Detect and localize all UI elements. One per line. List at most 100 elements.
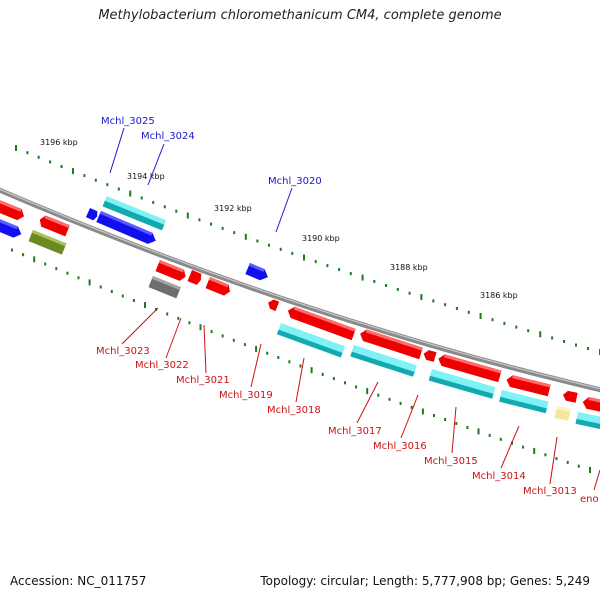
gene-label[interactable]: Mchl_3023: [96, 346, 150, 357]
gene-label[interactable]: Mchl_3021: [176, 375, 230, 386]
genome-backbone: [0, 187, 600, 393]
minor-tick: [314, 260, 317, 264]
minor-tick: [444, 418, 447, 421]
minor-tick: [587, 347, 589, 350]
minor-tick: [491, 318, 494, 322]
major-tick: [33, 256, 36, 263]
minor-tick: [575, 343, 577, 347]
gene-feature[interactable]: [505, 374, 551, 397]
minor-tick: [188, 321, 191, 325]
gene-feature[interactable]: [102, 196, 167, 231]
genes-reverse-strand: [148, 260, 600, 430]
gene-label[interactable]: Mchl_3022: [135, 360, 189, 371]
gene-feature[interactable]: [437, 353, 502, 383]
gene-feature[interactable]: [350, 345, 417, 377]
gene-feature[interactable]: [286, 305, 356, 341]
gene-feature[interactable]: [85, 208, 99, 221]
genes-forward-strand: [0, 196, 270, 283]
minor-tick: [233, 231, 236, 235]
minor-tick: [466, 426, 469, 429]
minor-tick: [256, 239, 259, 243]
gene-label[interactable]: eno: [580, 494, 599, 505]
gene-feature[interactable]: [428, 369, 496, 399]
major-tick: [420, 294, 423, 301]
minor-tick: [563, 340, 566, 343]
gene-feature[interactable]: [575, 412, 600, 430]
minor-tick: [299, 364, 302, 368]
gene-feature[interactable]: [266, 298, 280, 312]
minor-tick: [551, 336, 554, 340]
gene-feature[interactable]: [0, 216, 24, 240]
gene-feature[interactable]: [0, 197, 26, 222]
minor-tick: [544, 453, 547, 457]
gene-feature[interactable]: [155, 260, 188, 282]
scale-labels: 3196 kbp 3194 kbp 3192 kbp 3190 kbp 3188…: [40, 138, 518, 300]
gene-feature[interactable]: [582, 396, 600, 414]
gene-label[interactable]: Mchl_3018: [267, 405, 321, 416]
minor-tick: [106, 183, 109, 187]
gene-feature[interactable]: [499, 390, 549, 414]
minor-tick: [221, 334, 224, 338]
scale-ticks-inner: [11, 248, 591, 473]
gene-feature[interactable]: [276, 323, 345, 358]
gene-label[interactable]: Mchl_3014: [472, 471, 526, 482]
minor-tick: [163, 205, 166, 209]
minor-tick: [291, 251, 294, 255]
gene-label[interactable]: Mchl_3013: [523, 486, 577, 497]
minor-tick: [175, 209, 178, 213]
leader-line: [500, 425, 520, 469]
minor-tick: [338, 268, 341, 272]
minor-tick: [455, 307, 458, 310]
major-tick: [421, 408, 424, 415]
gene-feature[interactable]: [96, 211, 158, 246]
gene-feature[interactable]: [554, 406, 571, 421]
minor-tick: [268, 243, 270, 247]
minor-tick: [355, 385, 358, 389]
topology-summary: Topology: circular; Length: 5,777,908 bp…: [260, 574, 590, 588]
minor-tick: [373, 280, 376, 283]
minor-tick: [288, 360, 291, 364]
gene-feature[interactable]: [38, 214, 70, 237]
gene-label[interactable]: Mchl_3019: [219, 390, 273, 401]
scale-label: 3190 kbp: [302, 234, 340, 243]
minor-tick: [37, 155, 40, 159]
leader-line: [250, 343, 262, 388]
gene-label[interactable]: Mchl_3017: [328, 426, 382, 437]
gene-feature[interactable]: [358, 328, 423, 360]
minor-tick: [132, 299, 135, 302]
gene-feature[interactable]: [187, 270, 204, 286]
minor-tick: [83, 174, 86, 178]
minor-tick: [399, 401, 402, 405]
minor-tick: [11, 248, 13, 252]
major-tick: [144, 302, 146, 308]
leader-line: [295, 357, 305, 403]
gene-feature[interactable]: [562, 390, 578, 403]
minor-tick: [44, 262, 47, 266]
gene-label[interactable]: Mchl_3016: [373, 441, 427, 452]
minor-tick: [210, 330, 213, 334]
leader-line: [549, 436, 558, 485]
major-tick: [589, 467, 591, 473]
gene-feature[interactable]: [28, 230, 67, 255]
minor-tick: [344, 381, 346, 385]
map-title: Methylobacterium chloromethanicum CM4, c…: [98, 8, 502, 23]
minor-tick: [455, 422, 458, 425]
gene-feature[interactable]: [205, 277, 233, 297]
gene-feature[interactable]: [422, 349, 437, 362]
gene-feature[interactable]: [245, 263, 270, 283]
gene-label[interactable]: Mchl_3020: [268, 176, 322, 187]
leader-line: [203, 324, 207, 374]
accession-text: Accession: NC_011757: [10, 574, 147, 588]
gene-label[interactable]: Mchl_3015: [424, 456, 478, 467]
minor-tick: [26, 151, 29, 155]
minor-tick: [22, 253, 25, 257]
scale-label: 3192 kbp: [214, 204, 252, 213]
gene-label[interactable]: Mchl_3025: [101, 116, 155, 127]
minor-tick: [166, 312, 169, 316]
gene-label[interactable]: Mchl_3024: [141, 131, 195, 142]
minor-tick: [94, 178, 97, 182]
gene-feature[interactable]: [148, 276, 181, 299]
scale-label: 3194 kbp: [127, 172, 165, 181]
minor-tick: [177, 316, 180, 320]
